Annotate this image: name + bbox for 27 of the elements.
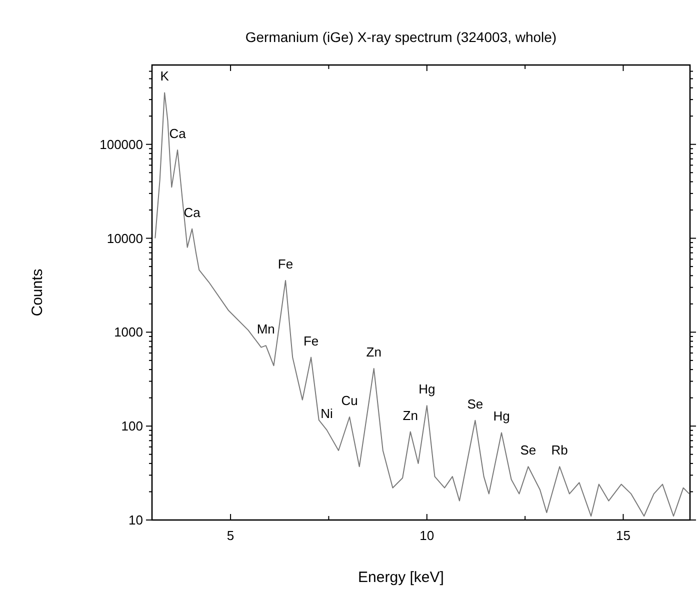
annotation: Ca (169, 126, 187, 142)
x-tick-label: 15 (616, 528, 630, 543)
annotation: K (160, 68, 170, 84)
y-tick-label: 10000 (106, 230, 143, 246)
chart-title: Germanium (iGe) X-ray spectrum (324003, whole) (245, 29, 557, 45)
y-tick-label: 100000 (100, 136, 143, 152)
annotation: Se (467, 396, 484, 412)
line-series (154, 92, 690, 517)
annotation: Fe (303, 333, 319, 348)
x-tick-label: 5 (226, 528, 234, 543)
annotation: Mn (256, 322, 275, 337)
y-tick-label: 10 (128, 512, 143, 528)
x-tick-label: 10 (420, 528, 434, 543)
annotation: Ca (184, 204, 202, 220)
annotation: Zn (402, 408, 418, 423)
annotation: Fe (278, 256, 294, 272)
annotation: Rb (551, 442, 568, 458)
annotation: Hg (493, 408, 510, 424)
annotation: Cu (341, 392, 358, 408)
annotation: Zn (366, 344, 382, 360)
annotation: Se (520, 442, 536, 458)
x-axis-title: Energy [keV] (358, 569, 444, 586)
y-axis-title: Counts (29, 268, 46, 316)
y-tick-label: 1000 (114, 324, 143, 340)
annotation: Hg (418, 382, 436, 397)
y-tick-label: 100 (121, 418, 143, 434)
annotation: Ni (320, 406, 333, 421)
